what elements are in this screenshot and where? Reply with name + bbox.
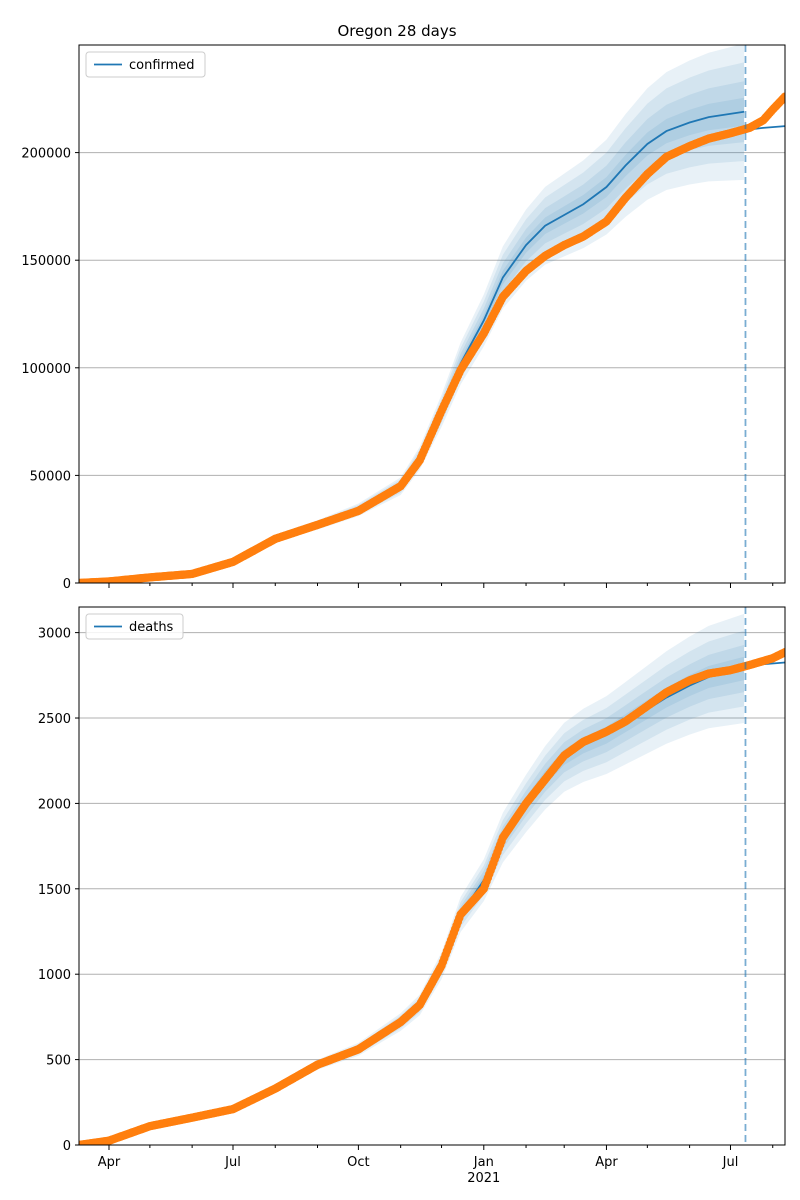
legend: deaths xyxy=(85,613,184,640)
x-tick-label: Jul xyxy=(224,1155,241,1170)
axes-frame xyxy=(78,606,786,1146)
y-tick-label: 2000 xyxy=(38,797,71,812)
observed-point xyxy=(780,92,785,101)
x-tick-label: Apr xyxy=(595,1155,618,1170)
y-tick-label: 150000 xyxy=(21,254,71,269)
y-tick-label: 200000 xyxy=(21,147,71,162)
legend-label: confirmed xyxy=(129,58,195,73)
legend: confirmed xyxy=(85,51,206,78)
y-tick-label: 50000 xyxy=(30,469,71,484)
y-tick-label: 100000 xyxy=(21,362,71,377)
x-tick-year-label: 2021 xyxy=(467,1171,500,1186)
panel-confirmed: 0 50000 100000 150000 200000 confirmed xyxy=(21,44,786,592)
chart-title: Oregon 28 days xyxy=(337,22,456,40)
y-tick-label: 3000 xyxy=(38,627,71,642)
x-tick-label: Jan xyxy=(473,1155,494,1170)
uncertainty-band xyxy=(79,630,745,1145)
y-tick-label: 1500 xyxy=(38,883,71,898)
legend-box xyxy=(85,51,206,78)
y-tick-label: 2500 xyxy=(38,712,71,727)
legend-box xyxy=(85,613,184,640)
panel-deaths: 0 500 1000 1500 2000 2500 3000 Apr Jul Oct Jan2021… xyxy=(38,606,786,1186)
y-tick-label: 0 xyxy=(63,577,71,592)
y-tick-label: 500 xyxy=(46,1054,71,1069)
y-tick-label: 1000 xyxy=(38,968,71,983)
x-tick-label: Apr xyxy=(98,1155,121,1170)
uncertainty-band xyxy=(79,45,745,583)
uncertainty-band xyxy=(79,62,745,583)
axes-frame xyxy=(78,44,786,584)
legend-label: deaths xyxy=(129,620,174,635)
uncertainty-band xyxy=(79,644,745,1145)
x-tick-label: Oct xyxy=(347,1155,369,1170)
observed-point xyxy=(780,648,785,657)
x-tick-label: Jul xyxy=(722,1155,739,1170)
y-tick-label: 0 xyxy=(63,1139,71,1154)
